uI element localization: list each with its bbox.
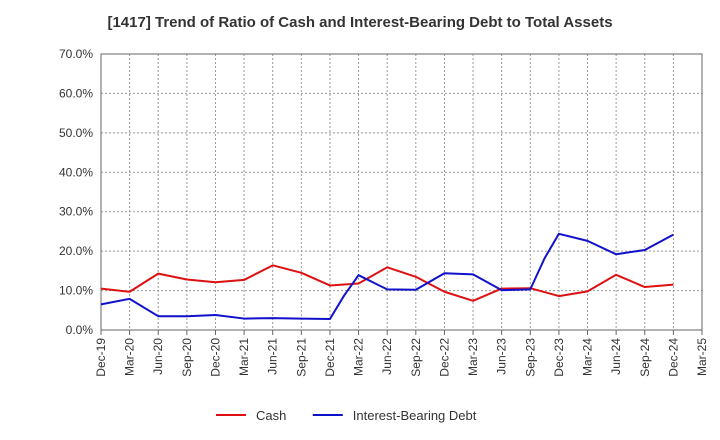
x-tick-label: Sep-21 — [294, 338, 308, 377]
x-tick-label: Sep-23 — [523, 338, 537, 377]
y-tick-label: 60.0% — [59, 86, 93, 100]
x-tick-label: Jun-20 — [151, 338, 165, 375]
x-tick-label: Jun-22 — [380, 338, 394, 375]
legend-item-cash: Cash — [216, 408, 286, 423]
x-tick-label: Dec-23 — [552, 338, 566, 377]
chart-title: [1417] Trend of Ratio of Cash and Intere… — [107, 14, 613, 31]
series-layer — [100, 232, 674, 320]
x-tick-label: Jun-21 — [266, 338, 280, 375]
x-tick-label: Mar-23 — [466, 338, 480, 376]
x-tick-label: Dec-19 — [94, 338, 108, 377]
x-tick-label: Dec-24 — [666, 338, 680, 377]
y-tick-label: 10.0% — [59, 284, 93, 298]
x-tick-label: Mar-25 — [695, 338, 709, 376]
x-tick-label: Sep-24 — [638, 338, 652, 377]
x-tick-label: Mar-22 — [352, 338, 366, 376]
x-tick-label: Sep-22 — [409, 338, 423, 377]
series-line-cash — [100, 264, 674, 302]
x-tick-label: Dec-21 — [323, 338, 337, 377]
x-tick-label: Jun-23 — [495, 338, 509, 375]
y-tick-label: 50.0% — [59, 126, 93, 140]
x-tick-label: Mar-20 — [123, 338, 137, 376]
y-tick-label: 30.0% — [59, 205, 93, 219]
y-tick-label: 20.0% — [59, 244, 93, 258]
legend-label: Cash — [256, 408, 286, 423]
x-tick-label: Jun-24 — [609, 338, 623, 375]
axis-layer: 0.0% 10.0% 20.0% 30.0% 40.0% 50.0% 60.0% 70.0% D… — [59, 47, 709, 377]
y-tick-label: 40.0% — [59, 165, 93, 179]
x-tick-label: Mar-24 — [581, 338, 595, 376]
x-tick-label: Mar-21 — [237, 338, 251, 376]
legend-item-interest-bearing-debt: Interest-Bearing Debt — [312, 408, 477, 423]
series-line-interest-bearing-debt — [100, 232, 674, 320]
legend-label: Interest-Bearing Debt — [353, 408, 477, 423]
legend: Cash Interest-Bearing Debt — [216, 408, 477, 423]
y-tick-label: 70.0% — [59, 47, 93, 61]
x-tick-label: Dec-22 — [437, 338, 451, 377]
y-tick-label: 0.0% — [66, 323, 94, 337]
plot-area-border — [100, 53, 703, 331]
x-tick-label: Sep-20 — [180, 338, 194, 377]
x-tick-label: Dec-20 — [208, 338, 222, 377]
